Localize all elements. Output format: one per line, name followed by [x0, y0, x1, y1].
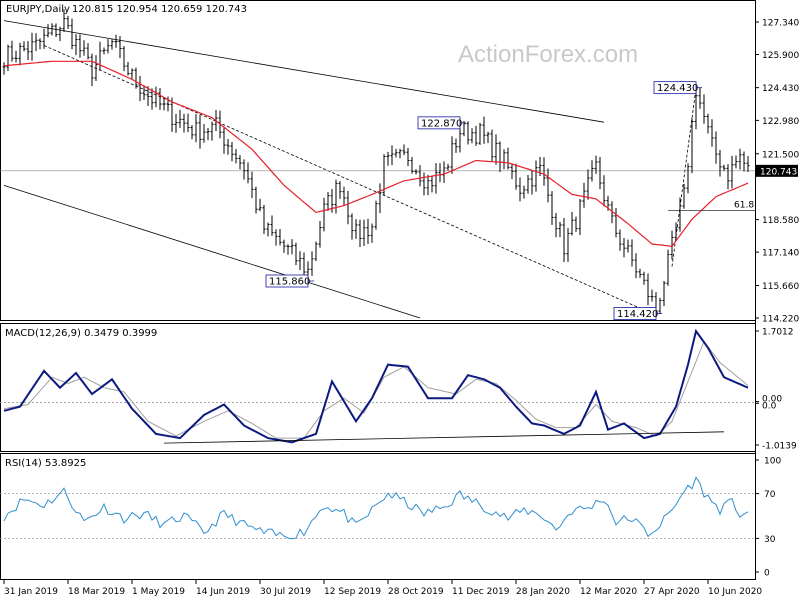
- fib-label: 61.8: [734, 201, 754, 211]
- price-callout-label: 114.420: [617, 309, 658, 320]
- time-tick-label: 30 Jul 2019: [260, 587, 311, 597]
- price-tick-label: 114.220: [762, 315, 799, 325]
- rsi-tick-label: 70: [764, 490, 776, 500]
- macd-title: MACD(12,26,9) 0.3479 0.3999: [5, 328, 157, 339]
- price-axis: 127.340 125.900 124.430 122.980 121.500 120.7…: [755, 19, 799, 325]
- price-tick-label: 122.980: [762, 117, 799, 127]
- price-tick-label: 121.500: [762, 150, 799, 160]
- macd-tick-label: -1.0139: [762, 442, 797, 452]
- macd-axis: 1.7012 0.000.0 -1.0139: [755, 328, 797, 452]
- rsi-indicator: [0, 476, 755, 540]
- macd-indicator: [0, 328, 755, 444]
- price-callout-label: 124.430: [657, 83, 698, 94]
- price-callout-label: 115.860: [269, 277, 310, 288]
- time-tick-label: 10 Jun 2020: [708, 587, 762, 597]
- time-tick-label: 31 Jan 2019: [4, 587, 58, 597]
- time-tick-label: 28 Oct 2019: [388, 587, 444, 597]
- price-annotations: 115.860 122.870 114.420 124.430 61.8: [265, 81, 755, 320]
- price-tick-label: 127.340: [762, 19, 799, 29]
- channel-upper-line: [3, 20, 605, 123]
- time-tick-label: 12 Mar 2020: [580, 587, 637, 597]
- rsi-title: RSI(14) 53.8925: [5, 458, 86, 469]
- time-axis: 31 Jan 2019 18 Mar 2019 1 May 2019 14 Jun 2…: [3, 580, 762, 597]
- price-trend-lines: [0, 20, 755, 319]
- time-tick-label: 28 Jan 2020: [516, 587, 570, 597]
- moving-average: [3, 60, 749, 247]
- price-tick-label: 118.580: [762, 216, 799, 226]
- time-tick-label: 1 May 2019: [132, 587, 185, 597]
- macd-tick-label: 1.7012: [762, 328, 794, 338]
- price-callout-label: 122.870: [421, 118, 462, 129]
- time-tick-label: 27 Apr 2020: [644, 587, 700, 597]
- time-tick-label: 18 Mar 2019: [68, 587, 125, 597]
- panel-frames: [0, 0, 756, 580]
- ohlc-values: 120.815 120.954 120.659 120.743: [72, 4, 247, 15]
- rsi-tick-label: 100: [764, 457, 781, 467]
- price-panel-frame: [0, 0, 756, 321]
- time-tick-label: 14 Jun 2019: [196, 587, 250, 597]
- rsi-axis: 100 70 30 0: [755, 457, 781, 579]
- macd-line: [3, 328, 749, 444]
- rsi-line: [3, 476, 749, 540]
- rsi-panel-frame: [0, 453, 756, 580]
- price-tick-label: 115.660: [762, 282, 799, 292]
- time-tick-label: 11 Dec 2019: [452, 587, 510, 597]
- price-tick-label: 120.743: [760, 167, 797, 177]
- time-tick-label: 12 Sep 2019: [324, 587, 381, 597]
- rsi-tick-label: 30: [764, 535, 776, 545]
- dashed-trend-line: [43, 45, 653, 314]
- watermark: ActionForex.com: [458, 41, 638, 68]
- last-price-marker: [756, 164, 798, 177]
- macd-tick-label: 0.00: [762, 395, 782, 405]
- macd-tick-label: 0.0: [762, 401, 777, 411]
- macd-trendline: [163, 431, 725, 444]
- price-tick-label: 124.430: [762, 84, 799, 94]
- symbol-label: EURJPY,Daily: [6, 4, 70, 15]
- price-tick-label: 117.140: [762, 249, 799, 259]
- channel-lower-line: [3, 184, 421, 319]
- rsi-tick-label: 0: [764, 569, 770, 579]
- price-tick-label: 125.900: [762, 51, 799, 61]
- moving-average-line: [3, 60, 749, 247]
